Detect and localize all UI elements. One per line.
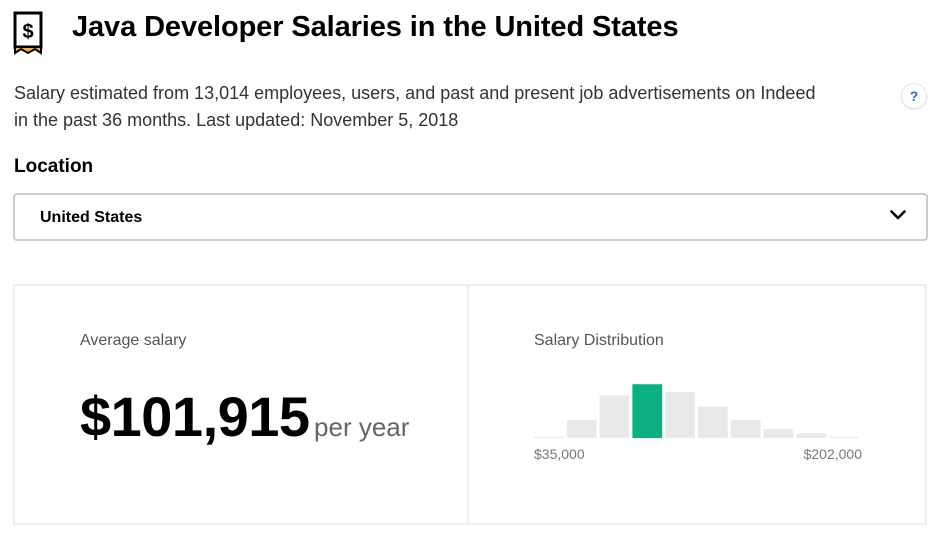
average-salary-value: $101,915 per year <box>80 384 440 449</box>
salary-amount: $101,915 <box>80 385 310 448</box>
salary-distribution-label: Salary Distribution <box>534 332 664 349</box>
histogram-bar <box>534 436 564 438</box>
location-selected-value: United States <box>40 209 143 226</box>
salary-distribution-card: Salary Distribution $35,000 $202,000 <box>467 284 927 525</box>
page-title: Java Developer Salaries in the United St… <box>72 11 679 43</box>
histogram-bar <box>698 406 728 438</box>
salary-histogram <box>534 384 859 438</box>
average-salary-label: Average salary <box>80 332 187 349</box>
histogram-bar <box>566 420 597 438</box>
help-icon[interactable]: ? <box>902 84 926 108</box>
histogram-bar <box>599 395 630 438</box>
histogram-bar <box>665 392 695 438</box>
distribution-min-label: $35,000 <box>534 446 585 462</box>
histogram-bar <box>796 433 827 438</box>
average-salary-card: Average salary $101,915 per year <box>13 284 470 525</box>
salary-period: per year <box>314 412 410 442</box>
svg-text:$: $ <box>22 21 33 43</box>
salary-description: Salary estimated from 13,014 employees, … <box>14 83 816 130</box>
histogram-bar-highlight <box>632 384 663 438</box>
location-label: Location <box>14 156 94 177</box>
salary-tag-icon: $ <box>13 11 43 55</box>
chevron-down-icon <box>890 210 906 220</box>
location-select[interactable]: United States <box>13 193 928 241</box>
histogram-bar <box>730 420 761 438</box>
histogram-bar <box>763 429 794 438</box>
distribution-max-label: $202,000 <box>803 446 862 462</box>
histogram-bar <box>829 436 859 438</box>
